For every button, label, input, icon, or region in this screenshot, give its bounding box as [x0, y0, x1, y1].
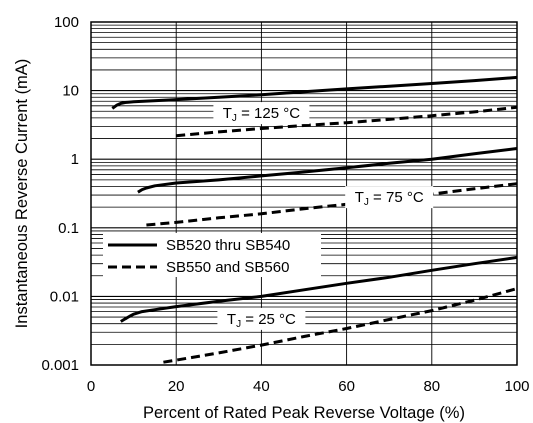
y-tick-label: 0.01 — [50, 288, 79, 305]
annotation-box — [217, 307, 306, 330]
temperature-label: TJ = 125 °C — [223, 105, 300, 124]
y-tick-label: 100 — [54, 14, 79, 31]
y-tick-label: 10 — [62, 83, 79, 100]
temperature-label: TJ = 25 °C — [227, 311, 296, 330]
y-tick-label: 0.001 — [41, 357, 79, 374]
legend-box — [103, 233, 321, 277]
x-tick-label: 0 — [87, 378, 95, 395]
x-tick-label: 20 — [168, 378, 185, 395]
x-tick-label: 40 — [253, 378, 270, 395]
annotation-layer: TJ = 125 °C TJ = 75 °C TJ = 25 °C — [213, 102, 434, 330]
series-line-dashed — [146, 182, 518, 227]
series-line-dashed — [176, 105, 518, 138]
series-line-solid — [111, 75, 518, 110]
legend-label: SB520 thru SB540 — [166, 237, 290, 254]
series-line-dashed — [163, 287, 518, 364]
series-line-solid — [120, 255, 518, 323]
x-tick-label: 60 — [338, 378, 355, 395]
y-axis-title: Instantaneous Reverse Current (mA) — [13, 59, 31, 329]
series-line-solid — [137, 147, 518, 194]
temperature-label: TJ = 75 °C — [355, 189, 424, 208]
y-tick-label: 0.1 — [58, 220, 79, 237]
tick-labels: 0 20 40 60 80 100 0.001 0.01 0.1 1 10 100 — [41, 14, 529, 395]
plot-frame — [90, 21, 518, 366]
y-tick-label: 1 — [71, 151, 79, 168]
series-layer — [111, 75, 518, 364]
legend-label: SB550 and SB560 — [166, 259, 289, 276]
annotation-box — [213, 102, 310, 125]
x-tick-label: 100 — [504, 378, 529, 395]
x-axis-title: Percent of Rated Peak Reverse Voltage (%… — [143, 404, 465, 422]
legend: SB520 thru SB540 SB550 and SB560 — [103, 233, 321, 277]
annotation-box — [345, 186, 434, 209]
x-tick-label: 80 — [423, 378, 440, 395]
